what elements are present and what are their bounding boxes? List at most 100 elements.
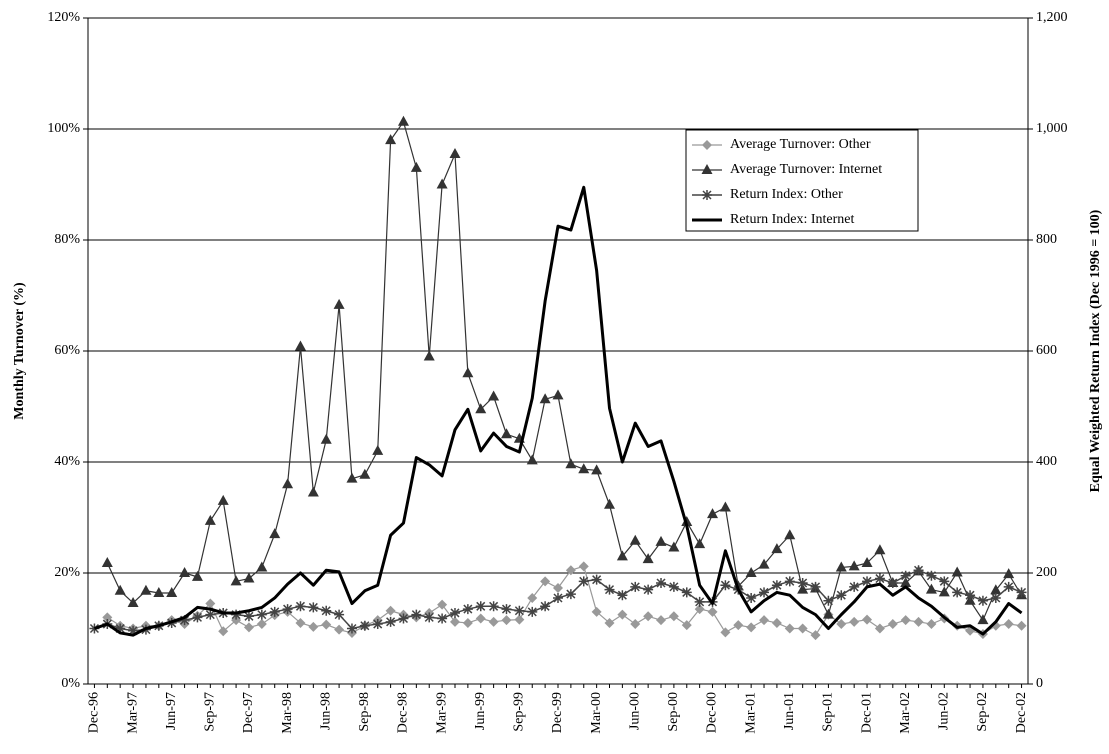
x-tick-label: Sep-00	[666, 692, 681, 732]
marker	[719, 501, 731, 512]
marker	[797, 623, 808, 634]
marker	[514, 614, 525, 625]
marker	[501, 604, 512, 615]
marker	[836, 590, 847, 601]
marker	[900, 615, 911, 626]
marker	[204, 514, 216, 525]
marker	[861, 557, 873, 568]
y-tick-label: 100%	[47, 121, 80, 136]
y-axis-title: Monthly Turnover (%)	[12, 282, 27, 420]
marker	[565, 458, 577, 469]
y-tick-label: 80%	[54, 232, 80, 247]
marker	[488, 601, 499, 612]
marker	[527, 606, 538, 617]
marker	[565, 565, 576, 576]
y2-tick-label: 800	[1036, 232, 1057, 247]
legend-label: Return Index: Other	[730, 187, 843, 202]
marker	[655, 535, 667, 546]
marker	[822, 608, 834, 619]
x-tick-label: Dec-98	[396, 692, 411, 733]
marker	[656, 615, 667, 626]
marker	[1003, 581, 1014, 592]
marker	[797, 577, 808, 588]
marker	[849, 616, 860, 627]
marker	[810, 581, 821, 592]
marker	[295, 617, 306, 628]
x-tick-label: Jun-97	[164, 692, 179, 730]
marker	[797, 583, 809, 594]
marker	[320, 433, 332, 444]
marker	[720, 627, 731, 638]
marker	[500, 428, 512, 439]
marker	[179, 615, 190, 626]
legend-label: Average Turnover: Other	[730, 137, 871, 152]
marker	[900, 570, 911, 581]
marker	[437, 613, 448, 624]
marker	[681, 587, 692, 598]
marker	[359, 468, 371, 479]
marker	[539, 393, 551, 404]
marker	[462, 367, 474, 378]
y2-axis-title: Equal Weighted Return Index (Dec 1996 = …	[1088, 209, 1103, 492]
x-tick-label: Sep-02	[975, 692, 990, 732]
x-tick-label: Mar-00	[589, 692, 604, 734]
marker	[643, 611, 654, 622]
marker	[656, 577, 667, 588]
marker	[488, 390, 500, 401]
marker	[604, 584, 615, 595]
marker	[758, 558, 770, 569]
series-line	[93, 185, 1023, 637]
marker	[1016, 620, 1027, 631]
marker	[681, 620, 692, 631]
legend-marker	[702, 190, 712, 200]
marker	[372, 619, 383, 630]
marker	[977, 595, 988, 606]
marker	[578, 576, 589, 587]
y-tick-label: 20%	[54, 565, 80, 580]
marker	[218, 626, 229, 637]
marker	[617, 609, 628, 620]
marker	[874, 623, 885, 634]
marker	[385, 616, 396, 627]
y2-tick-label: 200	[1036, 565, 1057, 580]
marker	[411, 609, 422, 620]
marker	[334, 624, 345, 635]
marker	[951, 566, 963, 577]
marker	[205, 598, 216, 609]
marker	[462, 617, 473, 628]
marker	[746, 592, 757, 603]
marker	[526, 454, 538, 465]
marker	[114, 584, 126, 595]
marker	[101, 557, 113, 568]
marker	[617, 590, 628, 601]
marker	[140, 584, 152, 595]
marker	[166, 586, 178, 597]
marker	[887, 577, 898, 588]
x-tick-label: Jun-01	[782, 692, 797, 730]
marker	[346, 623, 357, 634]
marker	[514, 605, 525, 616]
legend-marker	[701, 164, 713, 174]
marker	[230, 575, 242, 586]
y2-tick-label: 400	[1036, 454, 1057, 469]
marker	[321, 619, 332, 630]
marker	[153, 586, 165, 597]
marker	[1003, 619, 1014, 630]
marker	[694, 538, 706, 549]
marker	[733, 620, 744, 631]
marker	[191, 570, 203, 581]
x-tick-label: Sep-01	[821, 692, 836, 732]
marker	[475, 403, 487, 414]
legend-label: Average Turnover: Internet	[730, 162, 882, 177]
marker	[862, 614, 873, 625]
x-tick-label: Dec-00	[705, 692, 720, 733]
marker	[694, 596, 705, 607]
marker	[784, 623, 795, 634]
marker	[424, 612, 435, 623]
marker	[437, 599, 448, 610]
marker	[771, 580, 782, 591]
marker	[694, 604, 705, 615]
marker	[604, 617, 615, 628]
marker	[308, 602, 319, 613]
marker	[862, 576, 873, 587]
